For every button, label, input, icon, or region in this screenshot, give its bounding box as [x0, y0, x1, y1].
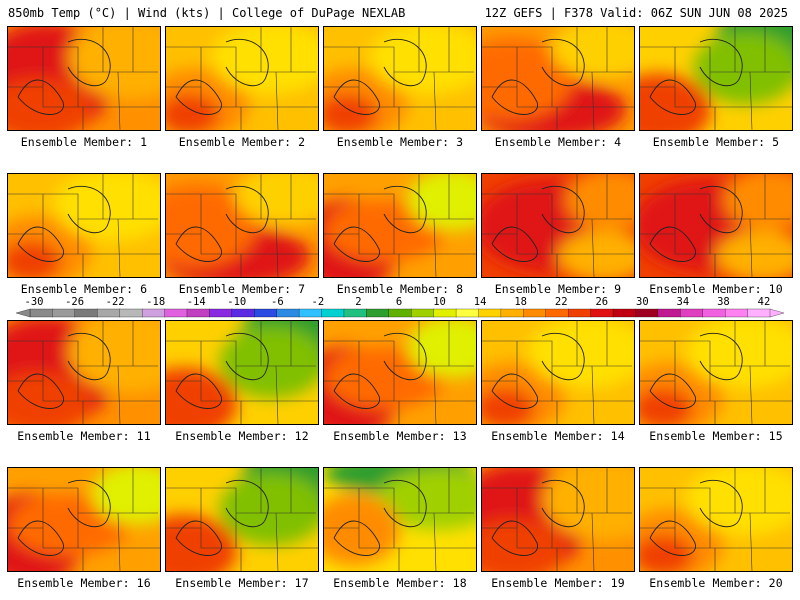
colorbar-swatch	[478, 308, 502, 318]
header-valid-time: 12Z GEFS | F378 Valid: 06Z SUN JUN 08 20…	[484, 6, 788, 20]
colorbar-swatch	[500, 308, 524, 318]
ensemble-member-label: Ensemble Member: 6	[20, 282, 148, 296]
ensemble-member-label: Ensemble Member: 14	[491, 429, 625, 443]
ensemble-member-label: Ensemble Member: 18	[333, 576, 467, 590]
ensemble-member-label: Ensemble Member: 13	[333, 429, 467, 443]
temperature-map	[323, 320, 477, 425]
colorbar-swatch	[545, 308, 569, 318]
temperature-colorbar	[15, 308, 785, 318]
colorbar-swatch	[635, 308, 659, 318]
colorbar-tick-label: 18	[514, 296, 527, 308]
colorbar-ticks: -30 -26 -22 -18 -14 -10 -6 -2 2 6 10 14 18 22 26 30 34 38…	[0, 296, 800, 308]
colorbar-tick-label: -14	[186, 296, 206, 308]
temperature-map	[165, 173, 319, 278]
ensemble-member-label: Ensemble Member: 4	[494, 135, 622, 149]
colorbar-swatch	[52, 308, 76, 318]
temperature-map	[481, 173, 635, 278]
colorbar-swatch	[747, 308, 771, 318]
temperature-map	[165, 320, 319, 425]
colorbar-swatch	[657, 308, 681, 318]
colorbar-swatch	[29, 308, 54, 318]
colorbar-tick-label: -30	[24, 296, 44, 308]
colorbar-tick-label: -18	[146, 296, 166, 308]
ensemble-member-label: Ensemble Member: 9	[494, 282, 622, 296]
colorbar-swatch	[343, 308, 368, 318]
temperature-map	[639, 320, 793, 425]
colorbar-swatch	[276, 308, 300, 318]
ensemble-member-label: Ensemble Member: 11	[17, 429, 151, 443]
colorbar-tick-label: -10	[227, 296, 247, 308]
ensemble-member-label: Ensemble Member: 3	[336, 135, 464, 149]
colorbar-swatch	[366, 308, 390, 318]
colorbar-swatch	[321, 308, 345, 318]
header-title: 850mb Temp (°C) | Wind (kts) | College o…	[8, 6, 406, 20]
colorbar-tick-label: 38	[717, 296, 730, 308]
colorbar-tick-label: -26	[65, 296, 85, 308]
colorbar-tick-label: -22	[105, 296, 125, 308]
temperature-map	[481, 320, 635, 425]
ensemble-member-label: Ensemble Member: 20	[649, 576, 783, 590]
colorbar-tick-label: 26	[595, 296, 609, 308]
colorbar-swatch	[119, 308, 143, 318]
temperature-map	[7, 467, 161, 572]
ensemble-member-label: Ensemble Member: 12	[175, 429, 309, 443]
colorbar-tick-label: -2	[311, 296, 325, 308]
ensemble-member-label: Ensemble Member: 2	[178, 135, 306, 149]
ensemble-member-label: Ensemble Member: 8	[336, 282, 464, 296]
temperature-map	[7, 26, 161, 131]
colorbar-swatch	[74, 308, 98, 318]
temperature-map	[7, 320, 161, 425]
temperature-map	[323, 26, 477, 131]
colorbar-swatch	[231, 308, 255, 318]
temperature-map	[639, 26, 793, 131]
colorbar-swatch	[186, 308, 211, 318]
colorbar-swatch	[388, 308, 412, 318]
colorbar-tick-label: 34	[676, 296, 690, 308]
colorbar-swatch	[612, 308, 637, 318]
colorbar-swatch	[568, 308, 592, 318]
colorbar-tick-label: 10	[433, 296, 446, 308]
colorbar-swatch	[702, 308, 726, 318]
colorbar-swatch	[590, 308, 614, 318]
colorbar-swatch	[254, 308, 278, 318]
colorbar-tick-label: 42	[757, 296, 771, 308]
temperature-map	[639, 467, 793, 572]
colorbar-swatch	[433, 308, 457, 318]
colorbar-swatch	[725, 308, 749, 318]
ensemble-member-label: Ensemble Member: 5	[652, 135, 780, 149]
colorbar-swatch	[298, 308, 323, 318]
colorbar-left-arrow	[15, 308, 31, 318]
ensemble-member-label: Ensemble Member: 10	[649, 282, 783, 296]
temperature-map	[165, 467, 319, 572]
colorbar-swatch	[411, 308, 435, 318]
colorbar-tick-label: -6	[271, 296, 284, 308]
colorbar-tick-label: 6	[395, 296, 403, 308]
colorbar-swatch	[209, 308, 233, 318]
colorbar-swatch	[455, 308, 480, 318]
colorbar-tick-label: 30	[636, 296, 649, 308]
temperature-map	[323, 173, 477, 278]
ensemble-member-label: Ensemble Member: 7	[178, 282, 306, 296]
temperature-map	[323, 467, 477, 572]
temperature-map	[639, 173, 793, 278]
temperature-map	[165, 26, 319, 131]
ensemble-member-label: Ensemble Member: 1	[20, 135, 148, 149]
colorbar-swatch	[523, 308, 547, 318]
temperature-map	[481, 26, 635, 131]
ensemble-member-label: Ensemble Member: 16	[17, 576, 151, 590]
colorbar-swatch	[680, 308, 704, 318]
colorbar-swatch	[141, 308, 166, 318]
ensemble-member-label: Ensemble Member: 15	[649, 429, 783, 443]
colorbar-swatch	[164, 308, 188, 318]
colorbar-swatch	[97, 308, 121, 318]
colorbar-right-arrow	[769, 308, 785, 318]
colorbar-tick-label: 22	[554, 296, 568, 308]
colorbar-tick-label: 2	[355, 296, 362, 308]
temperature-map	[481, 467, 635, 572]
colorbar-tick-label: 14	[473, 296, 487, 308]
ensemble-member-label: Ensemble Member: 19	[491, 576, 625, 590]
ensemble-member-label: Ensemble Member: 17	[175, 576, 309, 590]
temperature-map	[7, 173, 161, 278]
